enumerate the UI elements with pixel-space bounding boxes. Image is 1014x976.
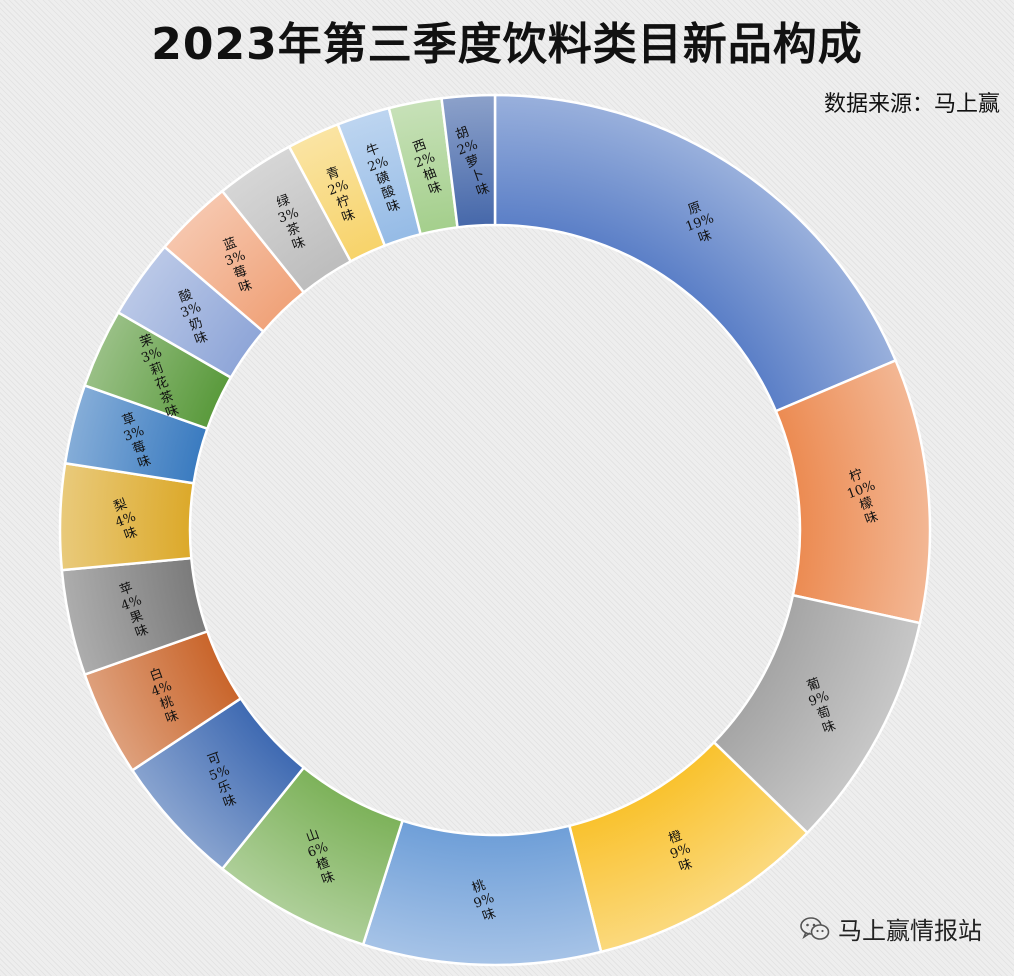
slice-label: 胡2%萝卜味 — [450, 123, 495, 201]
slice-label: 牛2%磺酸味 — [361, 140, 406, 218]
chart-title: 2023年第三季度饮料类目新品构成 — [151, 19, 863, 70]
slice-label: 茉3%莉花茶味 — [134, 331, 184, 423]
slice-label: 葡9%萄味 — [802, 675, 842, 738]
watermark-text: 马上赢情报站 — [838, 917, 982, 945]
slice-label: 蓝3%莓味 — [218, 234, 258, 297]
source-note: 数据来源：马上赢 — [823, 92, 1000, 117]
slice-label: 白4%桃味 — [144, 664, 184, 728]
slice-label: 苹4%果味 — [114, 579, 154, 642]
donut-slice — [493, 93, 898, 413]
slice-label: 青2%柠味 — [321, 164, 361, 227]
slice-label: 绿3%茶味 — [271, 191, 311, 254]
watermark: 马上赢情报站 — [800, 911, 982, 946]
wechat-icon — [800, 916, 830, 940]
donut-slices — [58, 93, 932, 967]
slice-label: 山6%楂味 — [301, 826, 341, 889]
slice-label: 西2%柚味 — [408, 136, 448, 199]
slice-label: 可5%乐味 — [202, 749, 242, 812]
slice-label: 橙9%味 — [663, 827, 698, 876]
slice-label: 梨4%味 — [108, 495, 143, 544]
donut-slice — [440, 93, 497, 229]
slice-label: 酸3%奶味 — [174, 286, 214, 349]
slice-label: 草3%莓味 — [117, 409, 157, 472]
slice-label: 原19%味 — [679, 197, 722, 249]
slice-label: 桃9%味 — [467, 877, 502, 926]
slice-label: 柠10%檬味 — [840, 464, 888, 530]
